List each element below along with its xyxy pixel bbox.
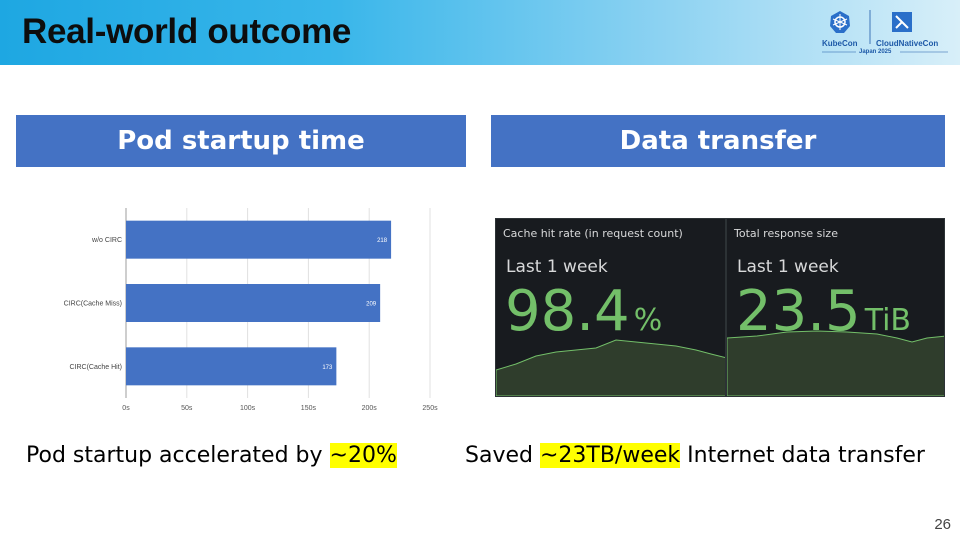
kubecon-label: KubeCon: [822, 39, 858, 48]
x-tick-label: 150s: [301, 405, 317, 412]
response-size-subtitle: Last 1 week: [737, 257, 839, 277]
response-size-sparkline: [727, 330, 944, 396]
bar: [126, 220, 392, 259]
cloudnativecon-label: CloudNativeCon: [876, 39, 939, 48]
response-size-title: Total response size: [734, 227, 838, 240]
data-label: 173: [322, 365, 333, 371]
x-tick-label: 0s: [122, 405, 130, 412]
grafana-dashboard: Cache hit rate (in request count) Last 1…: [495, 218, 945, 397]
right-caption-highlight: ~23TB/week: [539, 443, 681, 468]
data-transfer-header: Data transfer: [491, 115, 945, 167]
x-tick-label: 100s: [240, 405, 256, 412]
right-caption-text: Saved: [465, 443, 540, 468]
right-caption: Saved ~23TB/week Internet data transfer: [465, 443, 925, 468]
right-caption-suffix: Internet data transfer: [680, 443, 925, 468]
x-tick-label: 50s: [181, 405, 193, 412]
kubecon-logo-graphic: [822, 10, 948, 53]
category-label: CIRC(Cache Hit): [69, 364, 122, 371]
x-tick-label: 250s: [422, 405, 438, 412]
page-number: 26: [934, 516, 951, 533]
pod-startup-header: Pod startup time: [16, 115, 466, 167]
left-caption-text: Pod startup accelerated by: [26, 443, 330, 468]
cache-hit-title: Cache hit rate (in request count): [503, 227, 683, 240]
cache-hit-subtitle: Last 1 week: [506, 257, 608, 277]
pod-startup-chart: 0s 50s 100s 150s 200s 250s w/o CIRC 218 CIRC(Cac…: [64, 208, 438, 412]
event-label: Japan 2025: [859, 49, 892, 55]
kubecon-logo: KubeCon CloudNativeCon Japan 2025: [818, 6, 954, 62]
cache-hit-unit: %: [633, 303, 663, 338]
bar: [126, 284, 381, 322]
cache-hit-sparkline: [496, 339, 725, 396]
left-caption: Pod startup accelerated by ~20%: [26, 443, 397, 468]
slide-header: [0, 0, 960, 65]
data-label: 209: [366, 302, 377, 308]
category-label: w/o CIRC: [91, 237, 122, 244]
cache-hit-value: 98.4%: [505, 279, 662, 344]
data-label: 218: [377, 238, 388, 244]
response-size-unit: TiB: [864, 303, 912, 338]
cache-hit-number: 98.4: [505, 279, 630, 344]
response-size-panel: Total response size Last 1 week 23.5 TiB: [726, 218, 945, 397]
cache-hit-panel: Cache hit rate (in request count) Last 1…: [495, 218, 726, 397]
bar: [126, 347, 337, 386]
left-caption-highlight: ~20%: [329, 443, 397, 468]
x-tick-label: 200s: [362, 405, 378, 412]
category-label: CIRC(Cache Miss): [64, 301, 122, 308]
slide-title: Real-world outcome: [22, 12, 352, 51]
